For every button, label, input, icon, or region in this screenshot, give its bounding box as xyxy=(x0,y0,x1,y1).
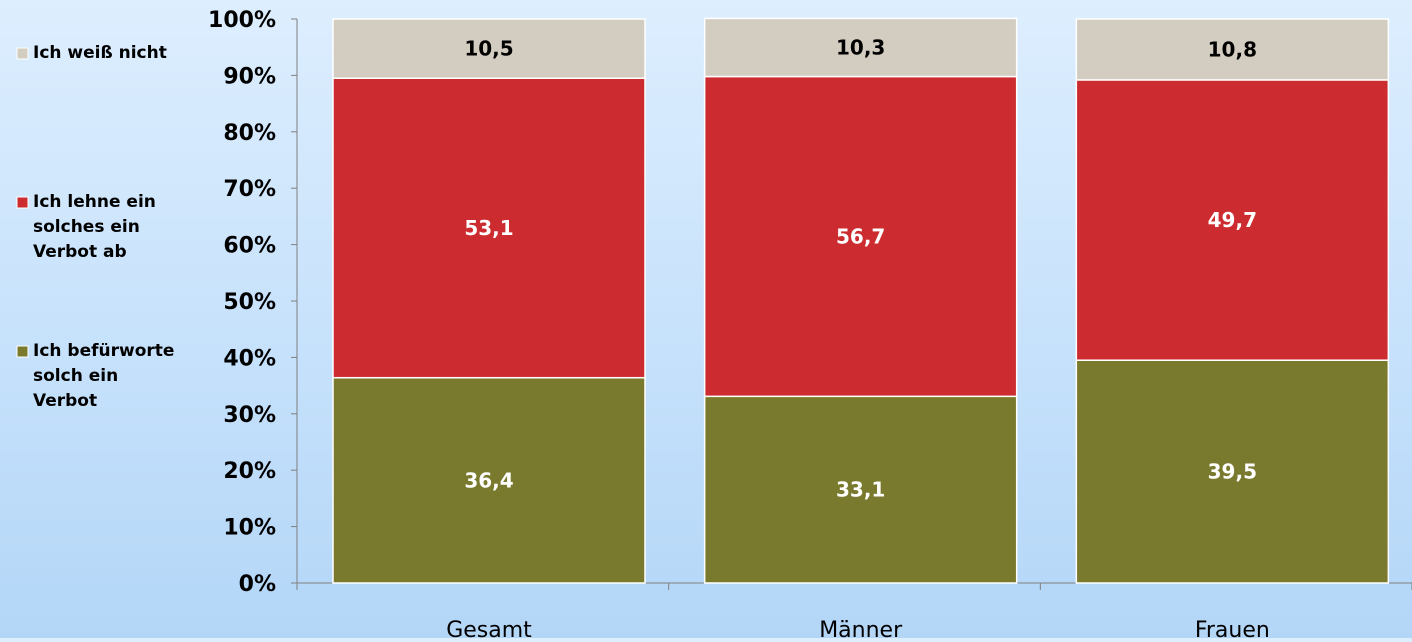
x-tick-label: Männer xyxy=(819,618,903,638)
y-tick-label: 30% xyxy=(223,403,276,428)
legend-label: Verbot xyxy=(33,391,97,411)
bar-segment xyxy=(1075,359,1390,584)
legend-label: Ich befürworte xyxy=(33,341,174,361)
legend-label: Verbot ab xyxy=(33,242,127,262)
y-tick-label: 80% xyxy=(223,121,276,146)
legend-swatch xyxy=(16,47,29,60)
legend-label: solches ein xyxy=(33,217,140,237)
bar-segment xyxy=(332,18,646,79)
data-label: 10,8 xyxy=(1208,37,1257,61)
legend-label: Ich weiß nicht xyxy=(33,43,167,63)
y-tick-label: 90% xyxy=(223,64,276,89)
y-tick-label: 50% xyxy=(223,290,276,315)
legend-label: Ich lehne ein xyxy=(33,192,156,212)
data-label: 39,5 xyxy=(1208,460,1257,484)
x-tick-label: Gesamt xyxy=(446,618,532,638)
data-label: 33,1 xyxy=(836,478,885,502)
bar-segment xyxy=(703,75,1018,398)
legend-swatch xyxy=(16,345,29,358)
legend-swatch xyxy=(16,196,29,209)
bar-segment xyxy=(703,17,1018,78)
data-label: 56,7 xyxy=(836,224,885,248)
data-label: 49,7 xyxy=(1208,208,1257,232)
data-label: 53,1 xyxy=(464,216,513,240)
bar-segment xyxy=(1075,18,1390,81)
x-tick-label: Frauen xyxy=(1195,618,1270,638)
legend-label: solch ein xyxy=(33,366,118,386)
bar-segment xyxy=(703,395,1018,584)
y-tick-label: 40% xyxy=(223,346,276,371)
y-tick-label: 60% xyxy=(223,234,276,259)
y-tick-label: 0% xyxy=(239,572,276,597)
data-label: 10,3 xyxy=(836,35,885,59)
data-label: 36,4 xyxy=(464,468,513,492)
bar-segment xyxy=(1075,79,1390,361)
y-tick-label: 100% xyxy=(208,8,276,33)
y-tick-label: 70% xyxy=(223,177,276,202)
y-tick-label: 10% xyxy=(223,516,276,541)
bar-segment xyxy=(332,77,646,379)
bar-segment xyxy=(332,376,646,584)
data-label: 10,5 xyxy=(464,37,513,61)
y-tick-label: 20% xyxy=(223,459,276,484)
